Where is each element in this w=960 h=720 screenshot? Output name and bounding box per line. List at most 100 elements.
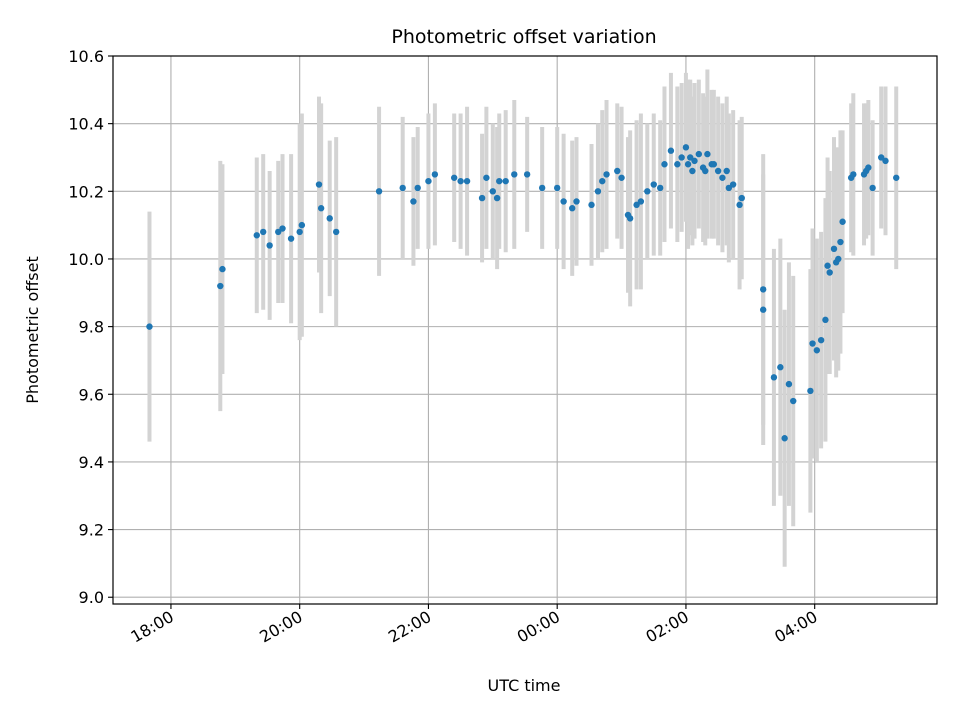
data-point: [502, 177, 509, 185]
data-point: [599, 177, 606, 185]
y-tick-label: 9.6: [79, 385, 104, 404]
data-point: [865, 164, 872, 171]
data-point: [702, 167, 709, 175]
y-axis-ticks: 9.0 9.2 9.4 9.6 9.8 10.0 10.2 10.4 10.6: [68, 47, 113, 607]
data-point: [560, 198, 567, 205]
data-point: [253, 232, 260, 239]
y-tick-label: 10.0: [68, 250, 104, 269]
data-point: [667, 147, 675, 154]
data-point: [588, 201, 595, 209]
data-point: [770, 374, 778, 381]
data-point: [463, 177, 471, 185]
x-axis-label: UTC time: [488, 676, 561, 695]
data-point: [738, 194, 745, 202]
data-point: [298, 221, 306, 229]
data-point: [431, 171, 439, 178]
data-point: [493, 194, 501, 202]
data-point: [296, 228, 303, 236]
data-point: [869, 184, 876, 192]
data-point: [736, 201, 743, 209]
data-point: [569, 205, 576, 212]
data-point: [656, 184, 664, 192]
y-tick-label: 10.2: [68, 182, 104, 201]
data-point: [594, 188, 602, 195]
data-point: [650, 181, 657, 188]
data-point: [830, 245, 838, 253]
y-tick-label: 9.4: [79, 453, 104, 472]
data-point: [375, 188, 383, 195]
data-point: [496, 177, 503, 185]
data-point: [893, 174, 900, 181]
data-point: [489, 188, 497, 195]
data-point: [260, 228, 267, 236]
data-point: [399, 184, 406, 192]
chart-title: Photometric offset variation: [391, 26, 656, 48]
y-tick-label: 10.4: [68, 115, 104, 134]
data-point: [483, 174, 490, 181]
data-point: [315, 181, 323, 188]
data-point: [146, 323, 153, 330]
data-point: [710, 161, 718, 168]
data-point: [826, 269, 833, 276]
data-point: [725, 184, 733, 192]
data-point: [266, 242, 273, 249]
data-point: [807, 387, 814, 395]
data-point: [317, 205, 325, 212]
data-point: [275, 228, 282, 236]
data-point: [837, 238, 844, 246]
data-point: [723, 167, 730, 175]
data-point: [661, 161, 668, 168]
data-point: [279, 225, 286, 232]
data-point: [633, 201, 640, 209]
data-point: [835, 255, 842, 263]
data-point: [450, 174, 458, 181]
data-point: [478, 194, 486, 202]
data-point: [538, 184, 546, 192]
data-point: [704, 150, 711, 158]
data-point: [618, 174, 625, 181]
data-point: [878, 154, 885, 161]
data-point: [414, 184, 421, 192]
data-point: [457, 177, 464, 185]
data-point: [614, 167, 621, 175]
data-point: [637, 198, 645, 205]
data-point: [287, 235, 295, 242]
data-point: [425, 177, 432, 185]
data-point: [790, 397, 797, 405]
y-tick-label: 9.2: [79, 521, 104, 540]
data-point: [691, 157, 698, 165]
data-point: [781, 435, 788, 442]
data-point: [573, 198, 580, 205]
data-point: [678, 154, 685, 161]
data-point: [817, 336, 825, 344]
data-point: [719, 174, 726, 181]
data-point: [682, 144, 690, 151]
data-point: [332, 228, 340, 236]
data-point: [626, 215, 634, 222]
data-point: [777, 364, 784, 371]
data-point: [511, 171, 518, 178]
data-point: [684, 161, 692, 168]
data-point: [219, 265, 226, 273]
plot-frame: [112, 55, 938, 605]
data-point: [603, 171, 610, 178]
data-point: [729, 181, 737, 188]
data-point: [759, 286, 767, 293]
data-point: [822, 316, 829, 324]
data-point: [809, 340, 816, 347]
data-point: [553, 184, 561, 192]
data-point: [824, 262, 831, 269]
data-point: [759, 306, 767, 313]
data-point: [785, 380, 793, 388]
data-point: [882, 157, 889, 165]
data-point: [326, 215, 333, 222]
data-point: [695, 150, 703, 158]
data-point: [850, 171, 857, 178]
data-point: [839, 218, 846, 225]
y-tick-label: 9.0: [79, 588, 104, 607]
data-points: [146, 144, 900, 442]
data-point: [813, 347, 821, 354]
data-point: [714, 167, 722, 175]
